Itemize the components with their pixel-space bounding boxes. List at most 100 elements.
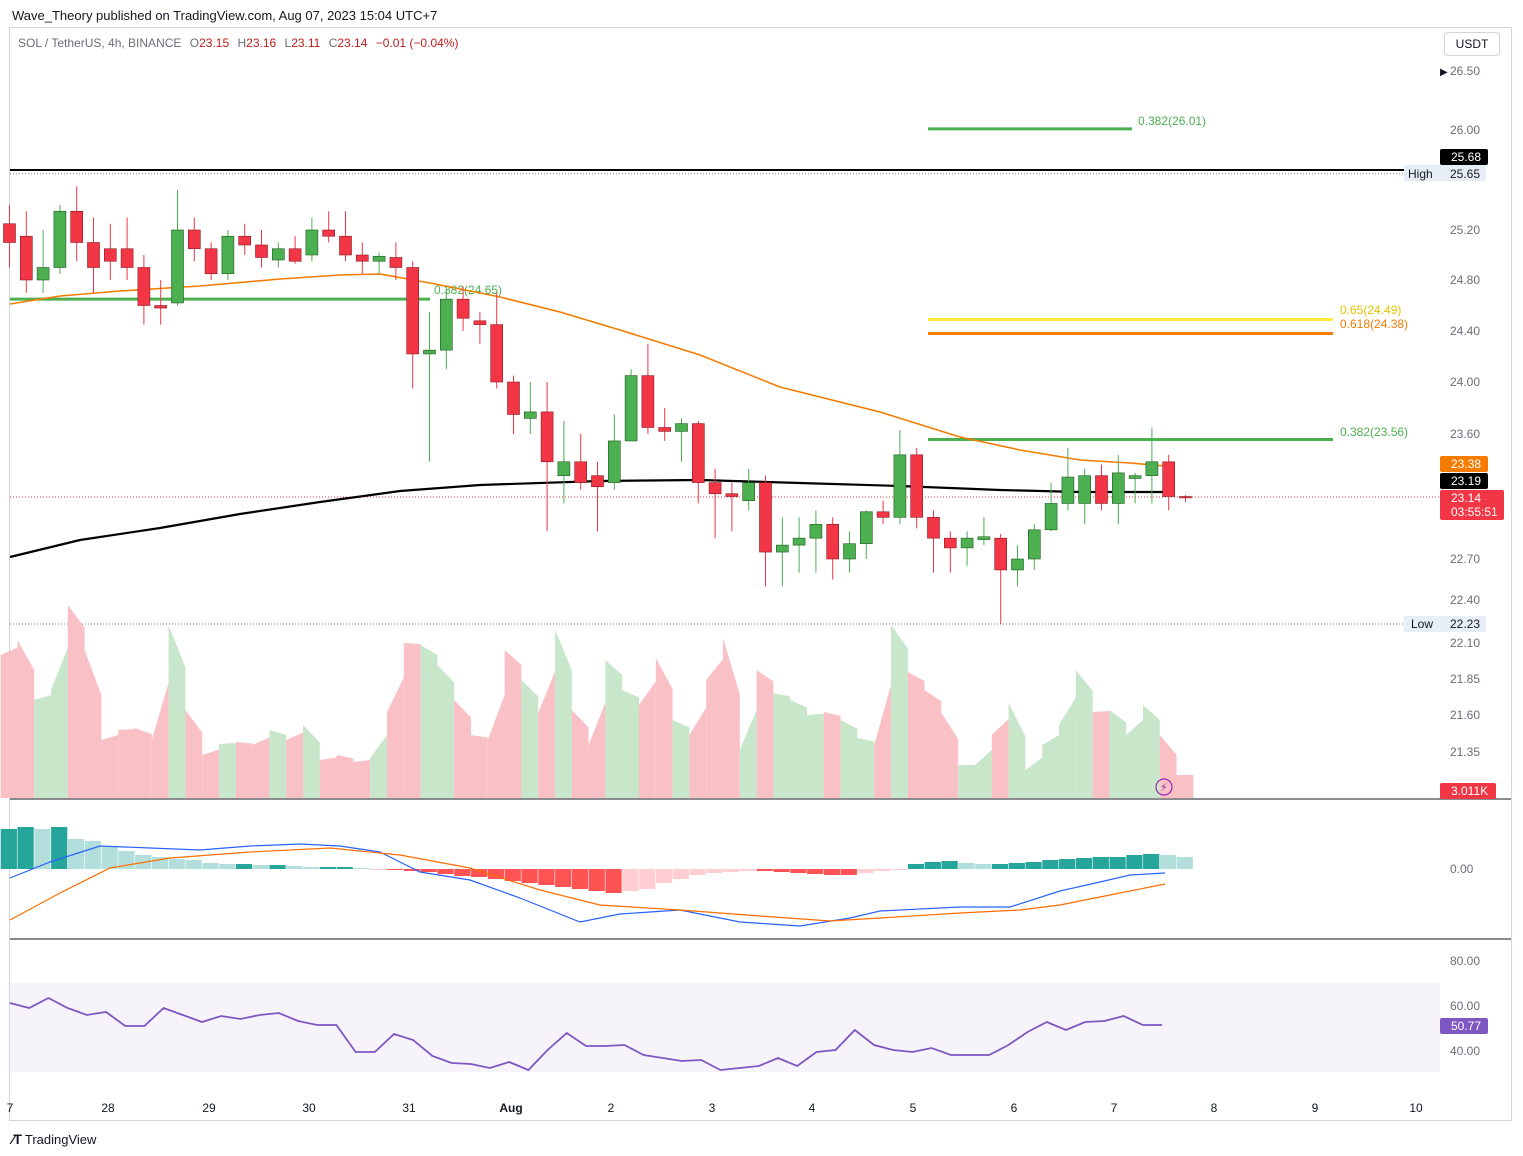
candle-body bbox=[574, 461, 588, 483]
macd-histogram-bar bbox=[689, 869, 706, 875]
flash-icon bbox=[1155, 778, 1173, 796]
volume-area bbox=[622, 690, 639, 798]
volume-area bbox=[571, 710, 589, 798]
fib-level-label: 0.618(24.38) bbox=[1340, 317, 1408, 331]
candle-body bbox=[1095, 475, 1108, 504]
volume-area bbox=[269, 730, 287, 798]
macd-histogram-bar bbox=[0, 829, 17, 869]
flash-icon-glyph: ⚡ bbox=[1160, 782, 1168, 794]
footer-brand[interactable]: ⁄T TradingView bbox=[12, 1131, 96, 1147]
macd-histogram-bar bbox=[1109, 857, 1126, 869]
volume-area bbox=[605, 660, 623, 798]
symbol-label[interactable]: SOL / TetherUS, 4h, BINANCE bbox=[18, 36, 182, 50]
candle-body bbox=[120, 248, 134, 268]
candle-body bbox=[406, 267, 420, 355]
candle-body bbox=[1028, 529, 1041, 560]
volume-area bbox=[1008, 703, 1026, 798]
macd-histogram-bar bbox=[370, 869, 387, 870]
macd-histogram-bar bbox=[639, 869, 656, 889]
macd-histogram-bar bbox=[487, 869, 505, 879]
volume-area bbox=[286, 732, 303, 798]
price-tick-label: 24.40 bbox=[1450, 324, 1480, 338]
macd-histogram-bar bbox=[840, 869, 857, 875]
candle-body bbox=[1061, 476, 1075, 504]
rsi-value-tag: 50.77 bbox=[1451, 1019, 1481, 1033]
volume-area bbox=[219, 743, 236, 798]
candle-body bbox=[171, 229, 184, 304]
volume-area bbox=[34, 695, 51, 798]
currency-button[interactable]: USDT bbox=[1444, 32, 1500, 56]
volume-area bbox=[874, 685, 891, 798]
volume-area bbox=[370, 735, 387, 798]
volume-area bbox=[1025, 757, 1043, 798]
macd-zero-label: 0.00 bbox=[1450, 862, 1474, 876]
volume-area bbox=[991, 719, 1009, 798]
macd-histogram-bar bbox=[521, 869, 538, 883]
volume-tag-bg bbox=[1440, 783, 1496, 799]
volume-area bbox=[67, 605, 85, 798]
volume-area bbox=[924, 690, 942, 798]
macd-histogram-bar bbox=[790, 869, 807, 873]
volume-area bbox=[252, 737, 270, 798]
volume-area bbox=[739, 710, 757, 798]
time-tick-label: Aug bbox=[499, 1101, 522, 1115]
candle-body bbox=[540, 411, 554, 463]
macd-histogram-bar bbox=[1159, 855, 1177, 869]
rsi-band bbox=[10, 983, 1440, 1072]
rsi-tick-label: 40.00 bbox=[1450, 1044, 1480, 1058]
candle-body bbox=[473, 320, 487, 325]
close-value: 23.14 bbox=[337, 36, 368, 50]
volume-area bbox=[471, 735, 488, 798]
candle-body bbox=[339, 235, 352, 256]
volume-area bbox=[723, 638, 740, 798]
scroll-arrow-icon: ▶ bbox=[1440, 67, 1448, 78]
macd-histogram-bar bbox=[706, 869, 723, 873]
high-label: High bbox=[1408, 167, 1433, 181]
time-tick-label: 9 bbox=[1312, 1101, 1319, 1115]
rsi-tick-label: 60.00 bbox=[1450, 999, 1480, 1013]
tradingview-logo-icon: ⁄T bbox=[12, 1131, 22, 1147]
candle-body bbox=[775, 544, 789, 553]
macd-histogram-bar bbox=[185, 860, 202, 869]
volume-area bbox=[319, 757, 337, 798]
ema-price-tag: 23.38 bbox=[1451, 457, 1481, 471]
volume-area bbox=[756, 670, 774, 798]
macd-histogram-bar bbox=[588, 869, 605, 891]
price-tick-label: 22.40 bbox=[1450, 593, 1480, 607]
candle-body bbox=[1128, 475, 1142, 479]
volume-area bbox=[101, 735, 119, 798]
volume-area bbox=[303, 725, 320, 798]
candle-body bbox=[372, 255, 386, 262]
macd-histogram-bar bbox=[168, 859, 185, 869]
fib-level-label: 0.382(26.01) bbox=[1138, 114, 1206, 128]
volume-area bbox=[1109, 710, 1127, 798]
macd-histogram-bar bbox=[437, 869, 454, 874]
candle-body bbox=[154, 305, 167, 309]
macd-histogram-bar bbox=[235, 864, 253, 869]
macd-histogram-bar bbox=[51, 827, 68, 869]
countdown-tag: 03:55:51 bbox=[1451, 505, 1498, 519]
volume-area bbox=[1092, 711, 1110, 798]
candle-body bbox=[994, 537, 1008, 571]
candle-body bbox=[355, 254, 369, 262]
candle-body bbox=[658, 427, 672, 432]
candle-body bbox=[624, 375, 638, 442]
price-tick-label: 21.60 bbox=[1450, 708, 1480, 722]
time-tick-label: 31 bbox=[402, 1101, 416, 1115]
macd-histogram-bar bbox=[219, 864, 236, 869]
rsi-line bbox=[9, 996, 1162, 1072]
macd-histogram-bar bbox=[1025, 862, 1042, 869]
candle-body bbox=[641, 375, 655, 428]
ema-line bbox=[9, 273, 1166, 467]
macd-histogram-bar bbox=[420, 869, 437, 872]
candle-body bbox=[389, 257, 403, 268]
volume-area bbox=[655, 658, 673, 798]
macd-histogram-bar bbox=[605, 869, 622, 893]
candle-body bbox=[271, 248, 285, 261]
price-tick-label: 22.10 bbox=[1450, 636, 1480, 650]
candle-body bbox=[3, 223, 16, 243]
macd-histogram-bar bbox=[286, 866, 303, 869]
macd-histogram-bar bbox=[941, 861, 958, 869]
rsi-value-tag-bg bbox=[1440, 1018, 1488, 1034]
